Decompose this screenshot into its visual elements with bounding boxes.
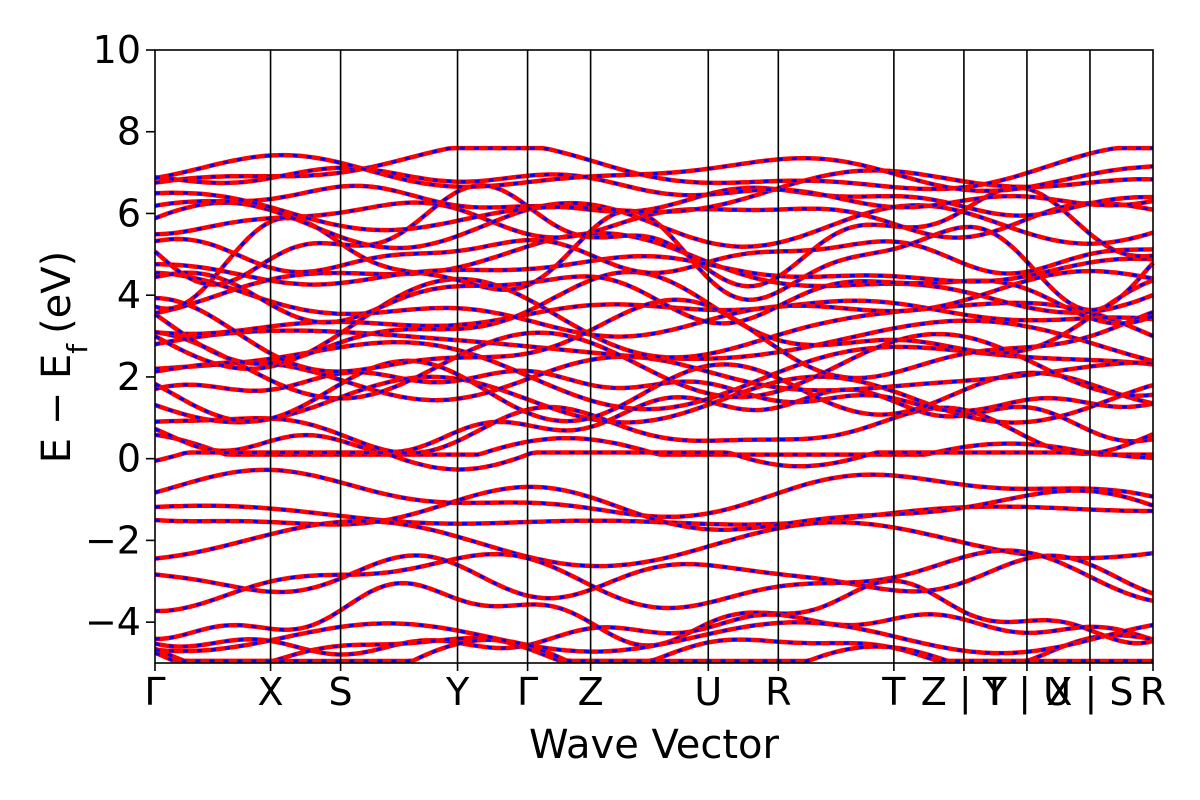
band-line-blue-dashed: [154, 153, 1154, 193]
y-tick-label: −4: [85, 600, 141, 644]
y-tick-label: 6: [117, 191, 141, 235]
band-lines: [153, 145, 1155, 664]
x-tick-label: R: [765, 670, 791, 714]
svg-text:E − Ef(eV): E − Ef (eV): [34, 251, 94, 464]
x-tick-label: R: [1140, 670, 1166, 714]
band-line-red: [154, 503, 1153, 527]
y-tick-label: 10: [93, 28, 141, 72]
band-line-blue-dashed: [154, 277, 1154, 371]
x-tick-label: T | U: [982, 670, 1071, 715]
band-line-blue-dashed: [154, 468, 1154, 519]
band-line-blue-dashed: [154, 405, 1154, 456]
y-tick-label: 8: [117, 110, 141, 154]
y-tick-label: 0: [117, 437, 141, 481]
y-tick-label: 2: [117, 355, 141, 399]
band-line-blue-dashed: [154, 612, 1154, 657]
band-line-blue-dashed: [154, 355, 1154, 402]
band-line-blue-dashed: [154, 201, 1154, 250]
band-line-red: [155, 253, 1154, 287]
x-tick-label: U: [694, 670, 722, 714]
y-tick-label: 4: [117, 273, 141, 317]
band-line-blue-dashed: [154, 451, 1154, 472]
band-line-blue-dashed: [154, 485, 1154, 532]
band-line-blue-dashed: [154, 620, 1154, 655]
x-tick-label: Γ: [517, 670, 538, 714]
x-axis-title: Wave Vector: [529, 722, 780, 768]
band-line-blue-dashed: [154, 209, 1155, 312]
band-line-blue-dashed: [154, 271, 1154, 326]
band-line-red: [154, 165, 1154, 210]
x-tick-label: Y: [445, 670, 470, 714]
band-line-blue-dashed: [154, 296, 1154, 380]
band-line-blue-dashed: [154, 375, 1154, 425]
x-tick-label: Z | Y: [921, 670, 1008, 715]
x-tick-label: X: [258, 670, 284, 714]
x-tick-label: T: [881, 670, 906, 714]
band-line-blue-dashed: [154, 388, 1154, 454]
x-tick-label: Γ: [144, 670, 165, 714]
band-line-blue-dashed: [154, 183, 1154, 288]
band-line-blue-dashed: [154, 231, 1154, 315]
y-axis-title-subscript: f: [61, 343, 94, 354]
y-axis-title: E − Ef (eV): [34, 251, 94, 464]
band-line-blue-dashed: [154, 554, 1154, 600]
y-axis-ticks: −4 −2 0 2 4 6 8 10: [85, 28, 155, 644]
x-tick-label: Z: [578, 670, 604, 714]
band-line-blue-dashed: [155, 579, 1154, 648]
band-line-blue-dashed: [154, 237, 1154, 276]
plot-frame: [154, 49, 1154, 664]
band-line-blue-dashed: [154, 519, 1154, 568]
band-line-blue-dashed: [154, 269, 1154, 339]
x-tick-label: X | S: [1046, 670, 1133, 715]
x-tick-label: S: [329, 670, 353, 714]
band-line-blue-dashed: [154, 146, 1153, 191]
high-symmetry-lines: [269, 50, 1091, 663]
band-line-blue-dashed: [155, 548, 1154, 613]
y-axis-title-unit: (eV): [34, 251, 80, 334]
y-tick-label: −2: [85, 518, 141, 562]
band-line-blue-dashed: [154, 184, 1153, 218]
band-line-blue-dashed: [154, 638, 1153, 663]
band-line-blue-dashed: [154, 369, 1154, 413]
y-axis-title-main: E − E: [34, 354, 80, 464]
band-line-blue-dashed: [154, 330, 1154, 400]
